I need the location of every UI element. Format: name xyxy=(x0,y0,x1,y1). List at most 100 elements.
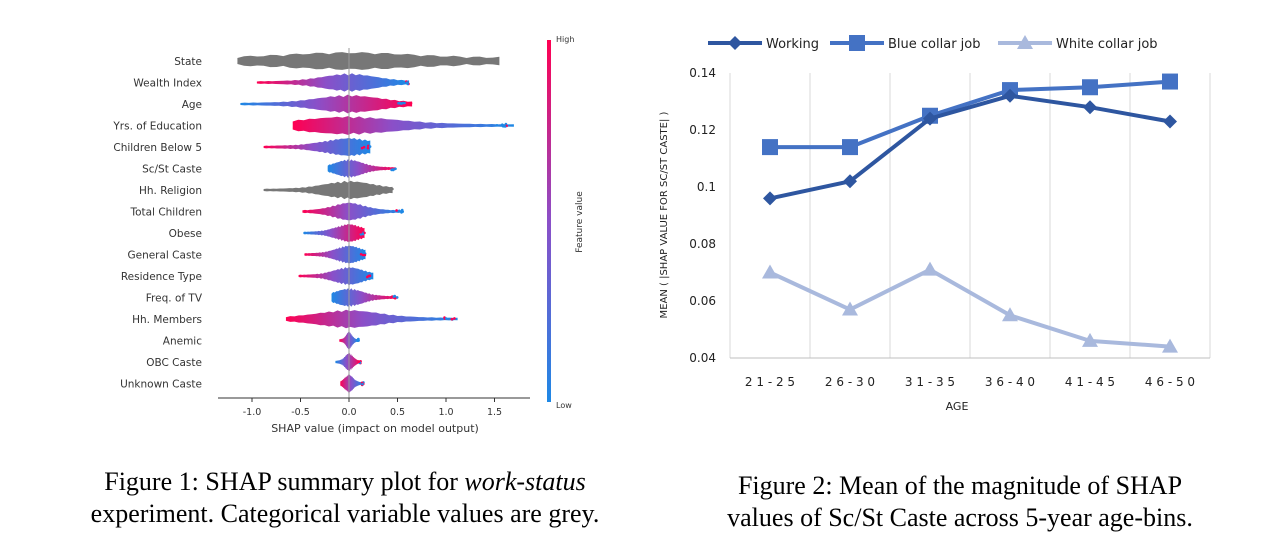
x-tick-label: 0.0 xyxy=(341,407,356,418)
caption-2-line2: values of Sc/St Caste across 5-year age-… xyxy=(727,503,1193,532)
shap-density xyxy=(263,137,371,157)
feature-row: Freq. of TV xyxy=(146,288,399,307)
data-point xyxy=(728,36,742,50)
x-tick-label: 3 1 - 3 5 xyxy=(905,375,955,389)
x-tick-label: 2 1 - 2 5 xyxy=(745,375,795,389)
data-point xyxy=(763,191,777,206)
x-tick-label: -0.5 xyxy=(291,407,310,418)
shap-point xyxy=(393,294,397,298)
data-point xyxy=(1082,79,1098,96)
y-tick-label: 0.1 xyxy=(697,180,716,194)
figure-1-caption: Figure 1: SHAP summary plot for work-sta… xyxy=(40,466,650,530)
legend-item: Blue collar job xyxy=(830,35,981,52)
series-2 xyxy=(762,261,1178,353)
data-point xyxy=(1002,307,1018,322)
shap-point xyxy=(359,253,363,256)
x-tick-label: -1.0 xyxy=(243,407,262,418)
colorbar-low-label: Low xyxy=(556,401,572,410)
data-point xyxy=(922,261,938,276)
shap-point xyxy=(496,60,500,64)
x-tick-label: 3 6 - 4 0 xyxy=(985,375,1035,389)
feature-row: Hh. Religion xyxy=(139,180,394,200)
feature-row: Wealth Index xyxy=(133,73,410,92)
feature-row: Age xyxy=(182,94,413,114)
shap-point xyxy=(361,232,365,236)
data-point xyxy=(842,301,858,316)
feature-row: Yrs. of Education xyxy=(112,116,514,135)
shap-point xyxy=(495,124,499,127)
feature-label: OBC Caste xyxy=(146,357,202,369)
data-point xyxy=(843,174,857,189)
data-point xyxy=(1162,73,1178,90)
shap-point xyxy=(384,189,388,193)
shap-density xyxy=(263,180,393,200)
shap-density xyxy=(303,224,365,242)
shap-point xyxy=(398,209,401,213)
data-point xyxy=(1082,332,1098,347)
feature-row: Unknown Caste xyxy=(120,374,365,393)
y-tick-label: 0.06 xyxy=(689,294,716,308)
feature-label: Freq. of TV xyxy=(146,293,203,305)
legend-label: Working xyxy=(766,37,819,52)
data-point xyxy=(1017,35,1033,49)
shap-point xyxy=(395,296,399,299)
shap-density xyxy=(304,245,366,264)
shap-point xyxy=(357,360,361,364)
shap-point xyxy=(501,123,504,126)
data-point xyxy=(1003,88,1017,103)
shap-point xyxy=(453,317,456,320)
shap-point xyxy=(363,253,367,257)
colorbar-high-label: High xyxy=(556,35,574,44)
feature-row: Obese xyxy=(169,224,366,242)
data-point xyxy=(762,139,778,156)
caption-1-prefix: Figure 1: SHAP summary plot for xyxy=(104,467,465,496)
shap-density xyxy=(298,266,374,286)
feature-row: Residence Type xyxy=(121,266,374,286)
series-line xyxy=(769,93,1171,201)
series-0 xyxy=(763,88,1177,206)
feature-label: Wealth Index xyxy=(133,78,202,90)
data-point xyxy=(1083,100,1097,115)
shap-point xyxy=(359,233,363,236)
shap-density xyxy=(237,52,500,70)
shap-density xyxy=(256,73,410,92)
shap-point xyxy=(362,145,366,149)
feature-row: OBC Caste xyxy=(146,352,362,372)
feature-row: General Caste xyxy=(127,245,367,264)
shap-point xyxy=(401,80,404,83)
shap-point xyxy=(366,146,370,150)
feature-label: Sc/St Caste xyxy=(142,164,202,176)
shap-point xyxy=(398,101,402,105)
shap-density xyxy=(240,94,413,114)
x-tick-label: 2 6 - 3 0 xyxy=(825,375,875,389)
shap-line-chart: Working Blue collar job White collar job 2… xyxy=(659,35,1211,413)
shap-point xyxy=(409,101,413,105)
shap-summary-plot: State Wealth Index Age Yrs. of Education Chi… xyxy=(112,35,585,435)
feature-row: Sc/St Caste xyxy=(142,159,397,178)
feature-label: State xyxy=(174,56,202,68)
data-point xyxy=(1162,338,1178,353)
feature-row: Children Below 5 xyxy=(113,137,372,157)
shap-point xyxy=(400,208,404,212)
shap-point xyxy=(488,59,492,63)
shap-point xyxy=(382,188,385,191)
feature-label: Children Below 5 xyxy=(113,142,202,154)
shap-point xyxy=(389,187,393,190)
shap-point xyxy=(492,60,495,64)
shap-point xyxy=(366,275,369,279)
shap-point xyxy=(450,317,454,321)
shap-point xyxy=(389,189,392,193)
feature-label: Unknown Caste xyxy=(120,379,202,391)
shap-point xyxy=(391,168,395,171)
shap-point xyxy=(395,209,398,212)
feature-label: Hh. Members xyxy=(132,314,202,326)
data-point xyxy=(923,111,937,126)
legend-label: Blue collar job xyxy=(888,37,981,52)
series-line xyxy=(769,267,1171,349)
shap-point xyxy=(394,167,397,171)
shap-point xyxy=(361,253,365,257)
feature-label: Anemic xyxy=(163,336,202,348)
shap-point xyxy=(368,274,372,278)
data-point xyxy=(1163,114,1177,129)
x-axis-label: AGE xyxy=(946,400,969,413)
